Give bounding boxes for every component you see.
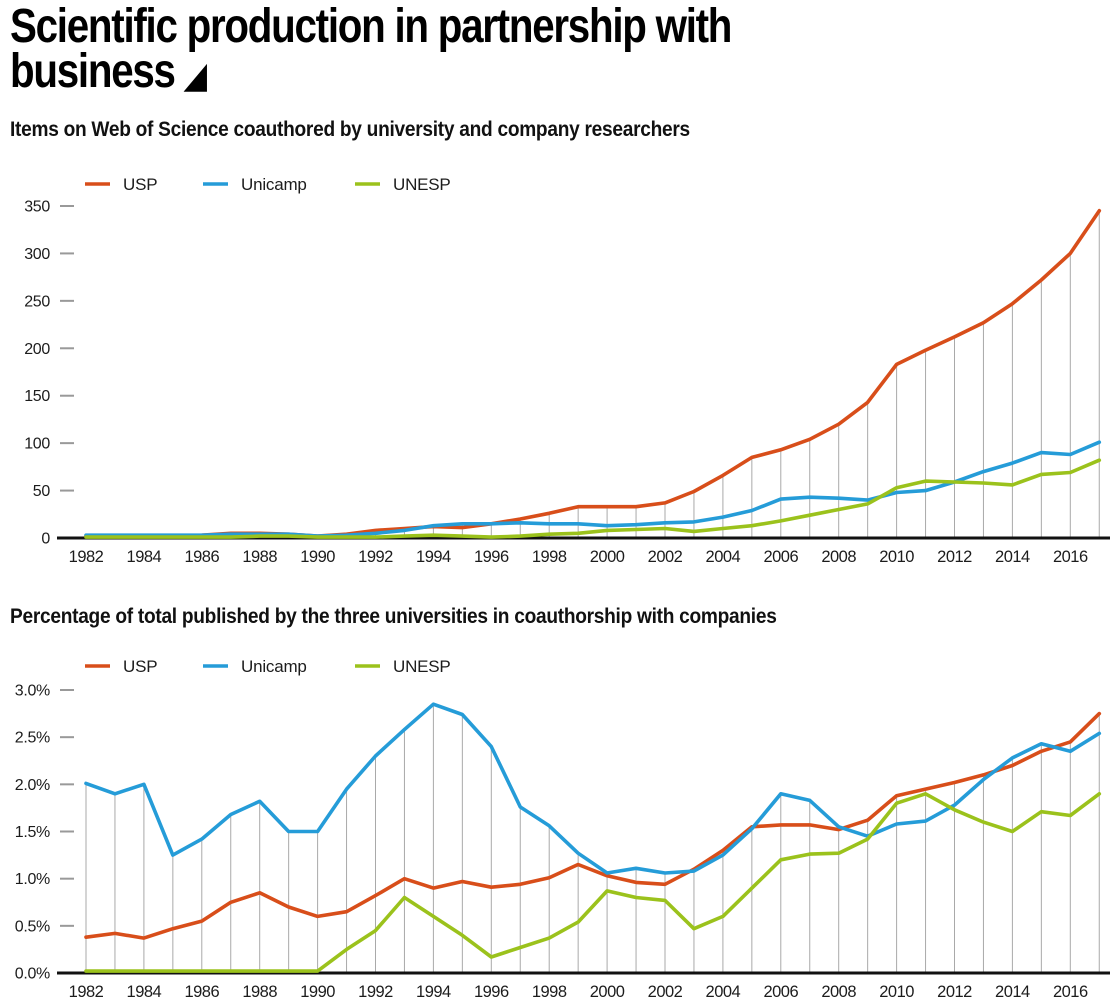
x-tick-label: 1996	[474, 548, 509, 566]
x-tick-label: 1984	[127, 983, 162, 1000]
y-tick-label: 0	[41, 531, 50, 548]
x-tick-label: 1998	[532, 983, 567, 1000]
x-tick-label: 2000	[590, 983, 625, 1000]
x-tick-label: 2002	[648, 983, 683, 1000]
chart2-canvas: 0.0% 0.5% 1.0% 1.5% 2.0% 2.5% 3.0% 1982 1984 1986…	[15, 657, 1110, 1000]
legend-label-unesp: UNESP	[393, 175, 451, 194]
x-tick-label: 2010	[879, 983, 914, 1000]
chart1-canvas: 0 50 100 150 200 250 300 350 1982 1984 1986 1988 199…	[24, 175, 1110, 566]
legend-label-unesp: UNESP	[393, 657, 451, 676]
y-tick-label: 0.0%	[15, 966, 50, 983]
x-tick-label: 2014	[995, 983, 1030, 1000]
page-title-line1: Scientific production in partnership wit…	[10, 0, 732, 53]
legend-label-usp: USP	[123, 657, 157, 676]
legend-label-unicamp: Unicamp	[241, 657, 307, 676]
legend-label-unicamp: Unicamp	[241, 175, 307, 194]
x-tick-label: 2002	[648, 548, 683, 566]
unicamp-line	[84, 702, 1102, 875]
x-tick-label: 2006	[763, 983, 798, 1000]
x-tick-label: 2008	[821, 983, 856, 1000]
chart1-title: Items on Web of Science coauthored by un…	[10, 118, 690, 141]
x-tick-label: 2016	[1053, 548, 1088, 566]
unicamp-line	[84, 440, 1102, 538]
x-tick-label: 2008	[821, 548, 856, 566]
x-tick-label: 2012	[937, 983, 972, 1000]
x-tick-label: 2006	[763, 548, 798, 566]
title-triangle-icon: ◢	[184, 57, 207, 95]
x-tick-label: 1984	[127, 548, 162, 566]
usp-line	[84, 208, 1102, 538]
y-tick-label: 2.0%	[15, 777, 50, 794]
unesp-line	[84, 792, 1102, 973]
y-tick-label: 200	[24, 341, 50, 358]
y-tick-label: 50	[33, 483, 51, 500]
x-tick-label: 1990	[300, 983, 335, 1000]
x-tick-label: 2014	[995, 548, 1030, 566]
x-tick-label: 1990	[300, 548, 335, 566]
x-tick-label: 1982	[69, 548, 104, 566]
x-tick-label: 1988	[242, 548, 277, 566]
x-tick-label: 1996	[474, 983, 509, 1000]
x-tick-label: 2010	[879, 548, 914, 566]
usp-line	[84, 711, 1102, 940]
x-tick-label: 1992	[358, 548, 393, 566]
y-tick-label: 300	[24, 246, 50, 263]
y-tick-label: 0.5%	[15, 918, 50, 935]
y-tick-label: 150	[24, 388, 50, 405]
unesp-line	[84, 458, 1102, 539]
y-tick-label: 3.0%	[15, 683, 50, 700]
y-tick-label: 1.5%	[15, 824, 50, 841]
x-tick-label: 2000	[590, 548, 625, 566]
x-tick-label: 1994	[416, 548, 451, 566]
y-tick-label: 100	[24, 436, 50, 453]
y-tick-label: 250	[24, 293, 50, 310]
page-title-line2: business	[10, 45, 176, 98]
x-tick-label: 1994	[416, 983, 451, 1000]
x-tick-label: 1988	[242, 983, 277, 1000]
y-tick-label: 2.5%	[15, 730, 50, 747]
chart2-title: Percentage of total published by the thr…	[10, 605, 777, 628]
y-tick-label: 1.0%	[15, 871, 50, 888]
page-title: Scientific production in partnership wit…	[10, 3, 732, 99]
x-tick-label: 2016	[1053, 983, 1088, 1000]
x-tick-label: 1982	[69, 983, 104, 1000]
x-tick-label: 1992	[358, 983, 393, 1000]
x-tick-label: 2004	[706, 983, 741, 1000]
x-tick-label: 2004	[706, 548, 741, 566]
y-tick-label: 350	[24, 198, 50, 215]
x-tick-label: 2012	[937, 548, 972, 566]
x-tick-label: 1986	[184, 983, 219, 1000]
legend-label-usp: USP	[123, 175, 157, 194]
x-tick-label: 1998	[532, 548, 567, 566]
x-tick-label: 1986	[184, 548, 219, 566]
